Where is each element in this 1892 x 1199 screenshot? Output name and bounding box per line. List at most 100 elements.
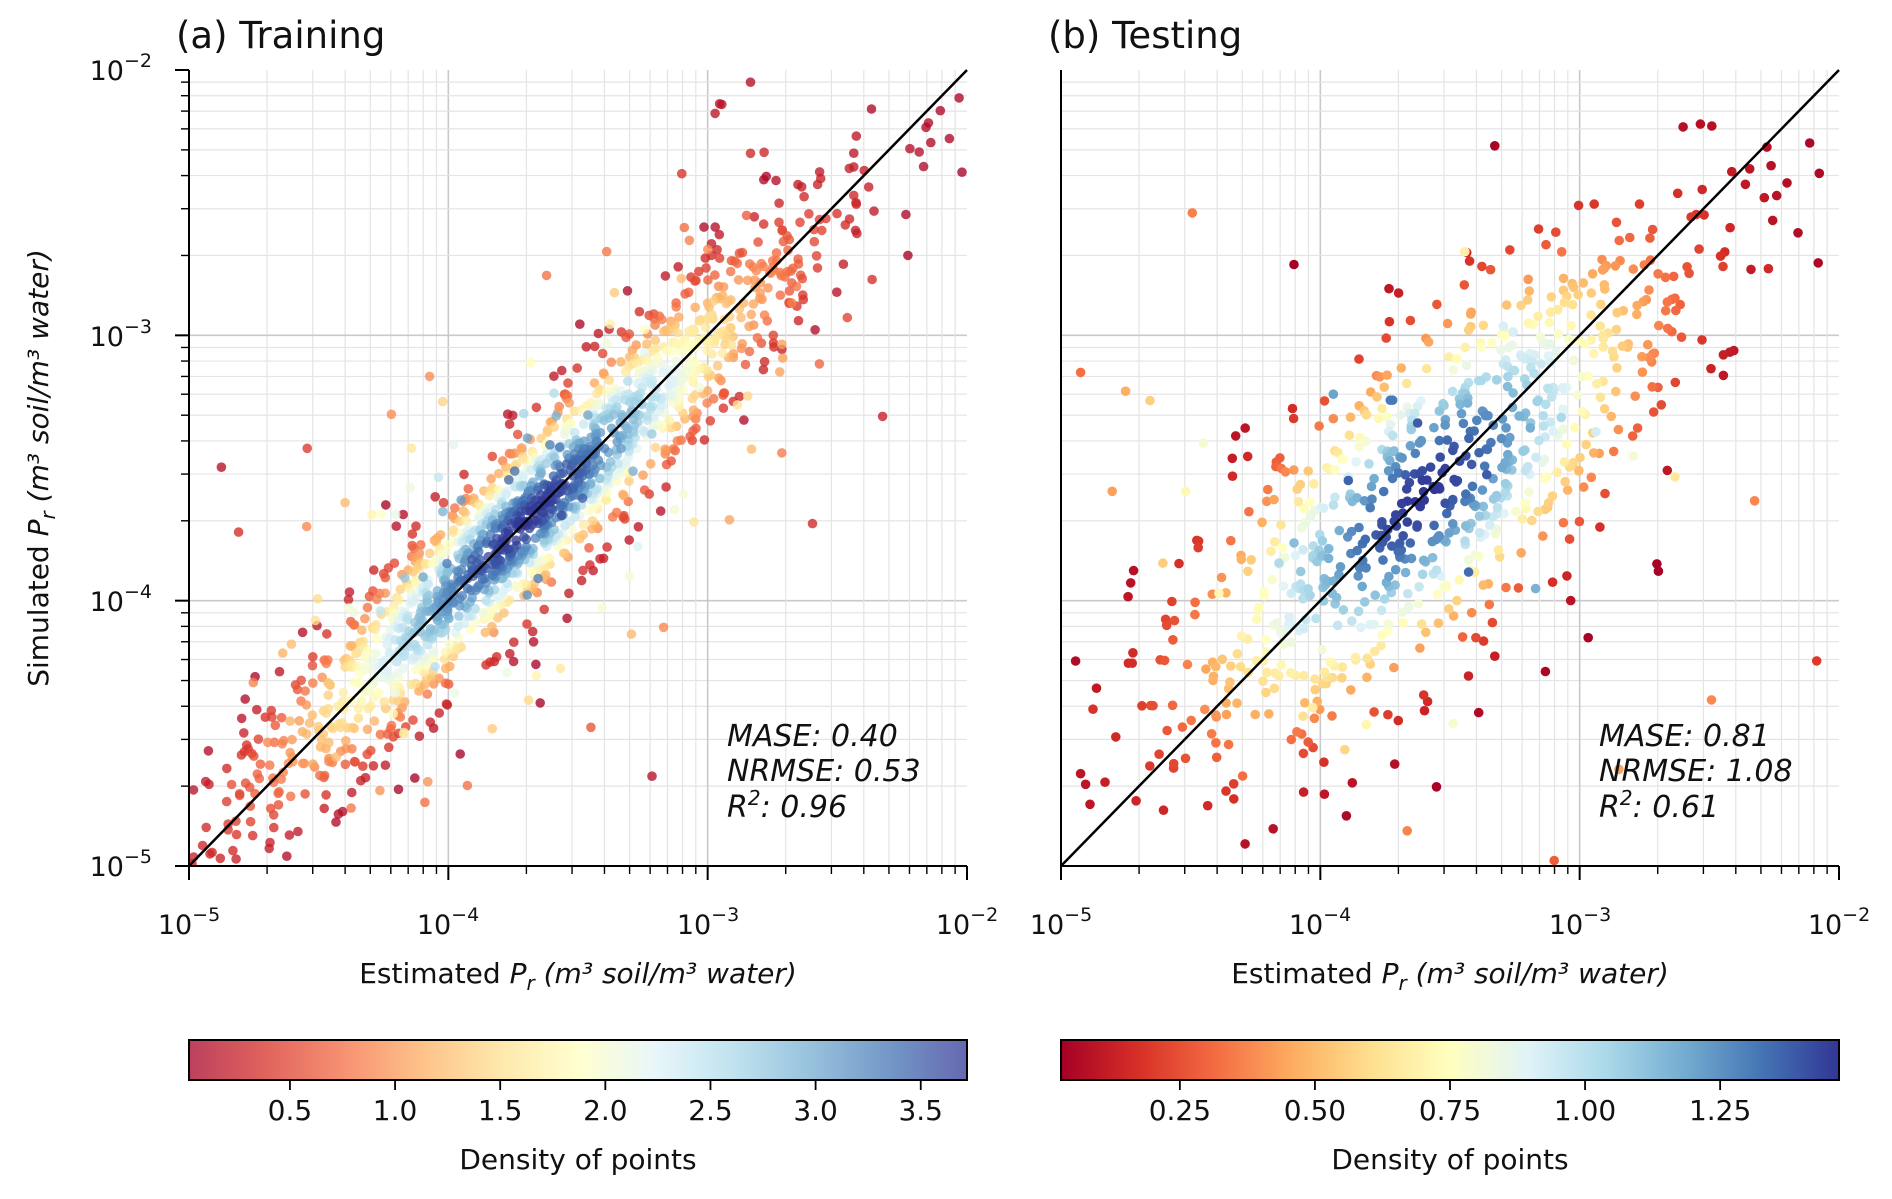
panel-b-data-point	[1660, 272, 1671, 283]
panel-a-colorbar-tick-label: 1.5	[478, 1094, 523, 1127]
panel-b-data-point	[1458, 418, 1469, 429]
panel-training: (a) Training 10−5 10−4 10−3 10−2 10−5 10…	[22, 14, 998, 1176]
panel-b-data-point	[1477, 261, 1487, 272]
panel-b-data-point	[1338, 605, 1349, 615]
panel-a-data-point	[777, 353, 788, 363]
panel-b-data-point	[1490, 141, 1500, 151]
panel-b-data-point	[1672, 188, 1683, 199]
panel-b-data-point	[1503, 449, 1513, 460]
panel-b-data-point	[1487, 512, 1498, 522]
panel-b-data-point	[1478, 501, 1489, 512]
panel-b-data-point	[1211, 752, 1222, 763]
panel-b-data-point	[1190, 609, 1200, 620]
panel-b-data-point	[1287, 403, 1298, 414]
panel-b-data-point	[1586, 310, 1596, 320]
panel-a-data-point	[239, 728, 249, 738]
panel-b-data-point	[1464, 433, 1474, 444]
panel-a-data-point	[438, 497, 449, 508]
panel-b-data-point	[1335, 562, 1346, 572]
panel-a-r2: R2: 0.96	[727, 786, 847, 825]
panel-b-data-point	[1385, 455, 1395, 466]
panel-a-data-point	[587, 524, 597, 534]
panel-b-data-point	[1259, 590, 1270, 601]
panel-b-data-point	[1565, 595, 1576, 606]
panel-a-data-point	[694, 316, 704, 326]
panel-a-data-point	[422, 598, 433, 608]
panel-b-data-point	[1612, 363, 1622, 373]
panel-b-data-point	[1148, 700, 1158, 711]
panel-b-data-point	[1382, 412, 1392, 422]
panel-b-data-point	[1485, 264, 1496, 275]
panel-b-data-point	[1258, 676, 1268, 686]
panel-a-data-point	[331, 752, 341, 762]
panel-a-data-point	[586, 722, 596, 733]
panel-b-data-point	[1442, 508, 1452, 519]
panel-a-data-point	[589, 341, 600, 352]
panel-a-data-point	[569, 406, 580, 417]
panel-a-data-point	[807, 518, 818, 529]
panel-a-data-point	[358, 761, 368, 771]
panel-b-data-point	[1369, 707, 1379, 717]
panel-a-data-point	[369, 565, 379, 575]
panel-b-data-point	[1455, 399, 1465, 410]
panel-a-data-point	[355, 677, 365, 687]
panel-a-data-point	[273, 800, 284, 810]
panel-a-data-point	[732, 258, 743, 269]
panel-a-data-point	[457, 591, 468, 601]
panel-a-data-point	[549, 371, 559, 382]
panel-b-data-point	[1373, 413, 1384, 424]
panel-a-data-point	[568, 471, 578, 481]
panel-a-data-point	[744, 346, 755, 357]
panel-b-data-point	[1382, 370, 1392, 381]
panel-b-data-point	[1400, 567, 1411, 578]
panel-b-data-point	[1389, 446, 1399, 456]
panel-b-data-point	[1442, 435, 1453, 445]
panel-a-data-point	[375, 785, 385, 796]
panel-a-data-point	[558, 468, 568, 478]
panel-b-data-point	[1614, 764, 1624, 775]
panel-b-data-point	[1763, 263, 1774, 274]
panel-b-data-point	[1226, 661, 1236, 671]
panel-b-data-point	[1540, 399, 1551, 410]
panel-a-data-point	[664, 380, 674, 391]
panel-b-data-point	[1682, 262, 1692, 272]
panel-b-data-point	[1814, 168, 1825, 179]
panel-a-data-point	[204, 779, 214, 790]
panel-b-data-point	[1539, 473, 1550, 484]
panel-b-data-point	[1237, 771, 1248, 781]
panel-a-data-point	[530, 533, 541, 543]
panel-b-data-point	[1804, 138, 1815, 148]
panel-a-data-point	[245, 801, 256, 811]
panel-b-data-point	[1466, 459, 1477, 470]
panel-a-data-point	[189, 785, 199, 795]
panel-b-data-point	[1229, 794, 1239, 804]
panel-b-data-point	[1254, 602, 1264, 612]
panel-b-data-point	[1588, 348, 1599, 359]
panel-a-data-point	[628, 466, 638, 477]
panel-a-data-point	[702, 398, 712, 408]
panel-a-y-axis-label: Simulated Pr (m³ soil/m³ water)	[22, 249, 60, 687]
panel-a-data-point	[668, 346, 678, 356]
panel-b-data-point	[1201, 664, 1211, 674]
panel-b-data-point	[1100, 777, 1110, 787]
panel-b-data-point	[1343, 475, 1354, 486]
panel-b-data-point	[1410, 448, 1421, 459]
panel-a-data-point	[450, 503, 460, 513]
panel-a-data-point	[618, 489, 628, 500]
panel-a-data-point	[381, 500, 391, 510]
panel-b-data-point	[1221, 709, 1232, 720]
panel-a-data-point	[518, 472, 528, 482]
panel-b-data-point	[1180, 753, 1191, 764]
panel-b-data-point	[1362, 653, 1373, 663]
panel-b-data-point	[1457, 632, 1468, 642]
panel-b-data-point	[1451, 353, 1462, 364]
panel-a-data-point	[687, 327, 698, 338]
panel-a-data-point	[751, 265, 762, 276]
panel-a-data-point	[688, 426, 698, 436]
panel-b-data-point	[1174, 558, 1184, 569]
panel-a-data-point	[395, 584, 406, 595]
panel-b-data-point	[1634, 199, 1645, 209]
panel-a-data-point	[360, 652, 370, 663]
panel-b-data-point	[1412, 520, 1422, 530]
panel-b-data-point	[1418, 690, 1429, 700]
